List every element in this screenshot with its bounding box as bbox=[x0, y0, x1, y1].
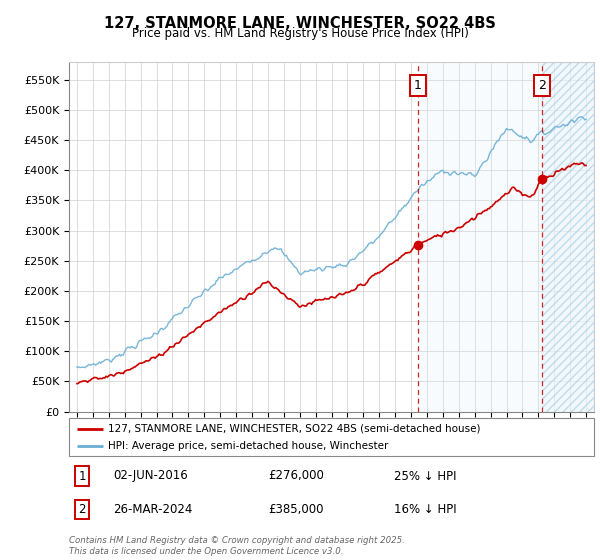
Text: 1: 1 bbox=[414, 79, 422, 92]
Text: 127, STANMORE LANE, WINCHESTER, SO22 4BS (semi-detached house): 127, STANMORE LANE, WINCHESTER, SO22 4BS… bbox=[109, 423, 481, 433]
Text: 25% ↓ HPI: 25% ↓ HPI bbox=[395, 469, 457, 483]
Bar bbox=[418, 62, 542, 412]
Text: Contains HM Land Registry data © Crown copyright and database right 2025.
This d: Contains HM Land Registry data © Crown c… bbox=[69, 536, 405, 556]
Text: 127, STANMORE LANE, WINCHESTER, SO22 4BS: 127, STANMORE LANE, WINCHESTER, SO22 4BS bbox=[104, 16, 496, 31]
Text: 02-JUN-2016: 02-JUN-2016 bbox=[113, 469, 188, 483]
Text: Price paid vs. HM Land Registry's House Price Index (HPI): Price paid vs. HM Land Registry's House … bbox=[131, 27, 469, 40]
Text: 26-MAR-2024: 26-MAR-2024 bbox=[113, 503, 193, 516]
Text: 2: 2 bbox=[79, 503, 86, 516]
FancyBboxPatch shape bbox=[69, 418, 594, 456]
Text: HPI: Average price, semi-detached house, Winchester: HPI: Average price, semi-detached house,… bbox=[109, 441, 389, 451]
Text: £385,000: £385,000 bbox=[269, 503, 324, 516]
Text: 16% ↓ HPI: 16% ↓ HPI bbox=[395, 503, 457, 516]
Text: £276,000: £276,000 bbox=[269, 469, 325, 483]
Bar bbox=[542, 62, 594, 412]
Text: 1: 1 bbox=[79, 469, 86, 483]
Text: 2: 2 bbox=[538, 79, 546, 92]
